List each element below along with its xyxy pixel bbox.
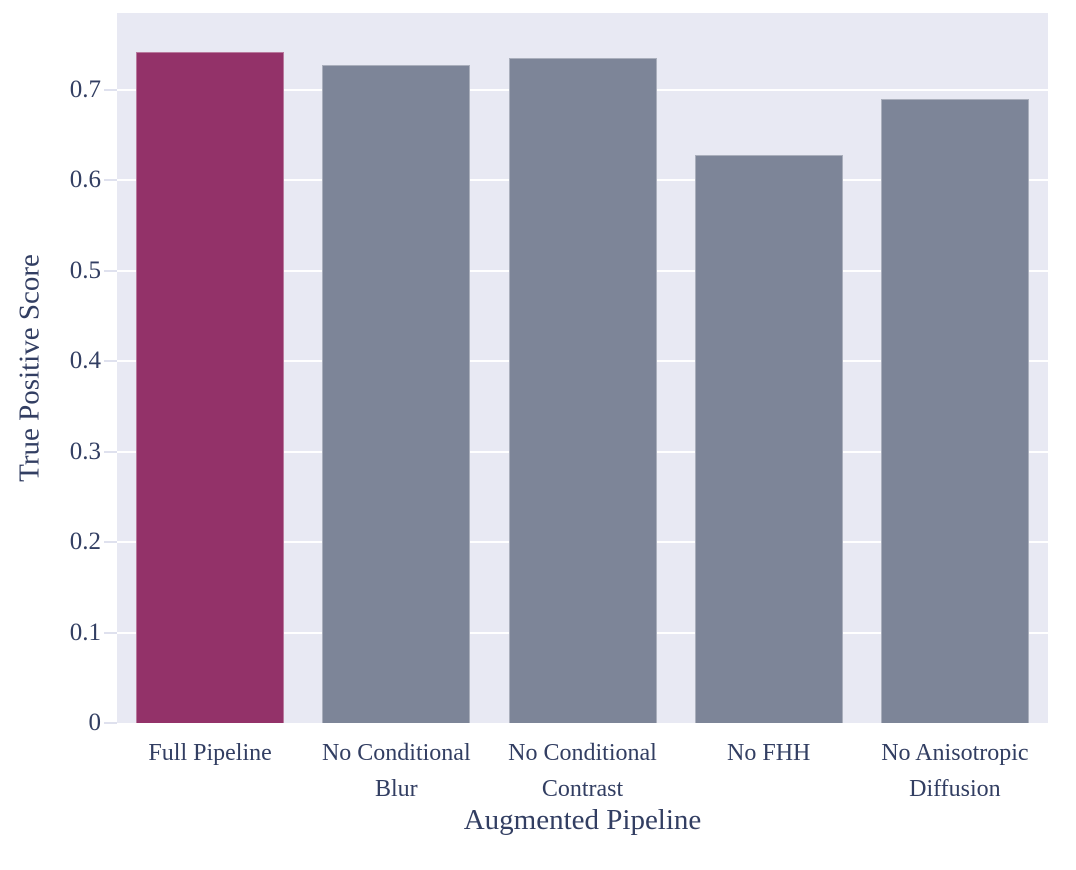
y-tick-mark — [104, 631, 117, 634]
x-tick-label-full-pipeline: Full Pipeline — [148, 740, 272, 766]
x-tick-label-no-conditional-blur: No Conditional Blur — [321, 740, 471, 802]
y-tick-mark — [104, 269, 117, 272]
y-tick-mark — [104, 88, 117, 91]
y-tick-mark — [104, 179, 117, 182]
x-tick-label-no-anisotropic-diffusion: No Anisotropic Diffusion — [881, 740, 1029, 802]
y-tick-label: 0.2 — [69, 528, 101, 556]
y-tick-label: 0.5 — [69, 256, 101, 284]
x-tick-label-no-fhh: No FHH — [727, 740, 811, 766]
plot-area: 0 0.1 0.2 0.3 0.4 0.5 0.6 0.7 Full Pipeline No Co… — [70, 13, 1048, 802]
y-tick-label: 0.4 — [69, 347, 101, 375]
x-axis-title: Augmented Pipeline — [463, 804, 702, 836]
y-tick-mark — [104, 450, 117, 453]
y-tick-label: 0.6 — [69, 166, 101, 194]
bar-no-conditional-contrast — [508, 58, 657, 723]
bar-no-anisotropic-diffusion — [880, 98, 1029, 723]
y-tick-label: 0.7 — [69, 75, 101, 103]
bar-full-pipeline — [136, 51, 285, 723]
y-tick-mark — [104, 722, 117, 724]
y-tick-mark — [104, 541, 117, 544]
bar-no-conditional-blur — [322, 65, 471, 723]
bar-no-fhh — [694, 155, 843, 723]
y-tick-mark — [104, 360, 117, 363]
y-tick-label: 0.3 — [69, 437, 101, 465]
y-tick-label: 0.1 — [69, 618, 101, 646]
x-tick-label-no-conditional-contrast: No Conditional Contrast — [508, 740, 657, 802]
y-tick-label: 0 — [88, 709, 102, 736]
